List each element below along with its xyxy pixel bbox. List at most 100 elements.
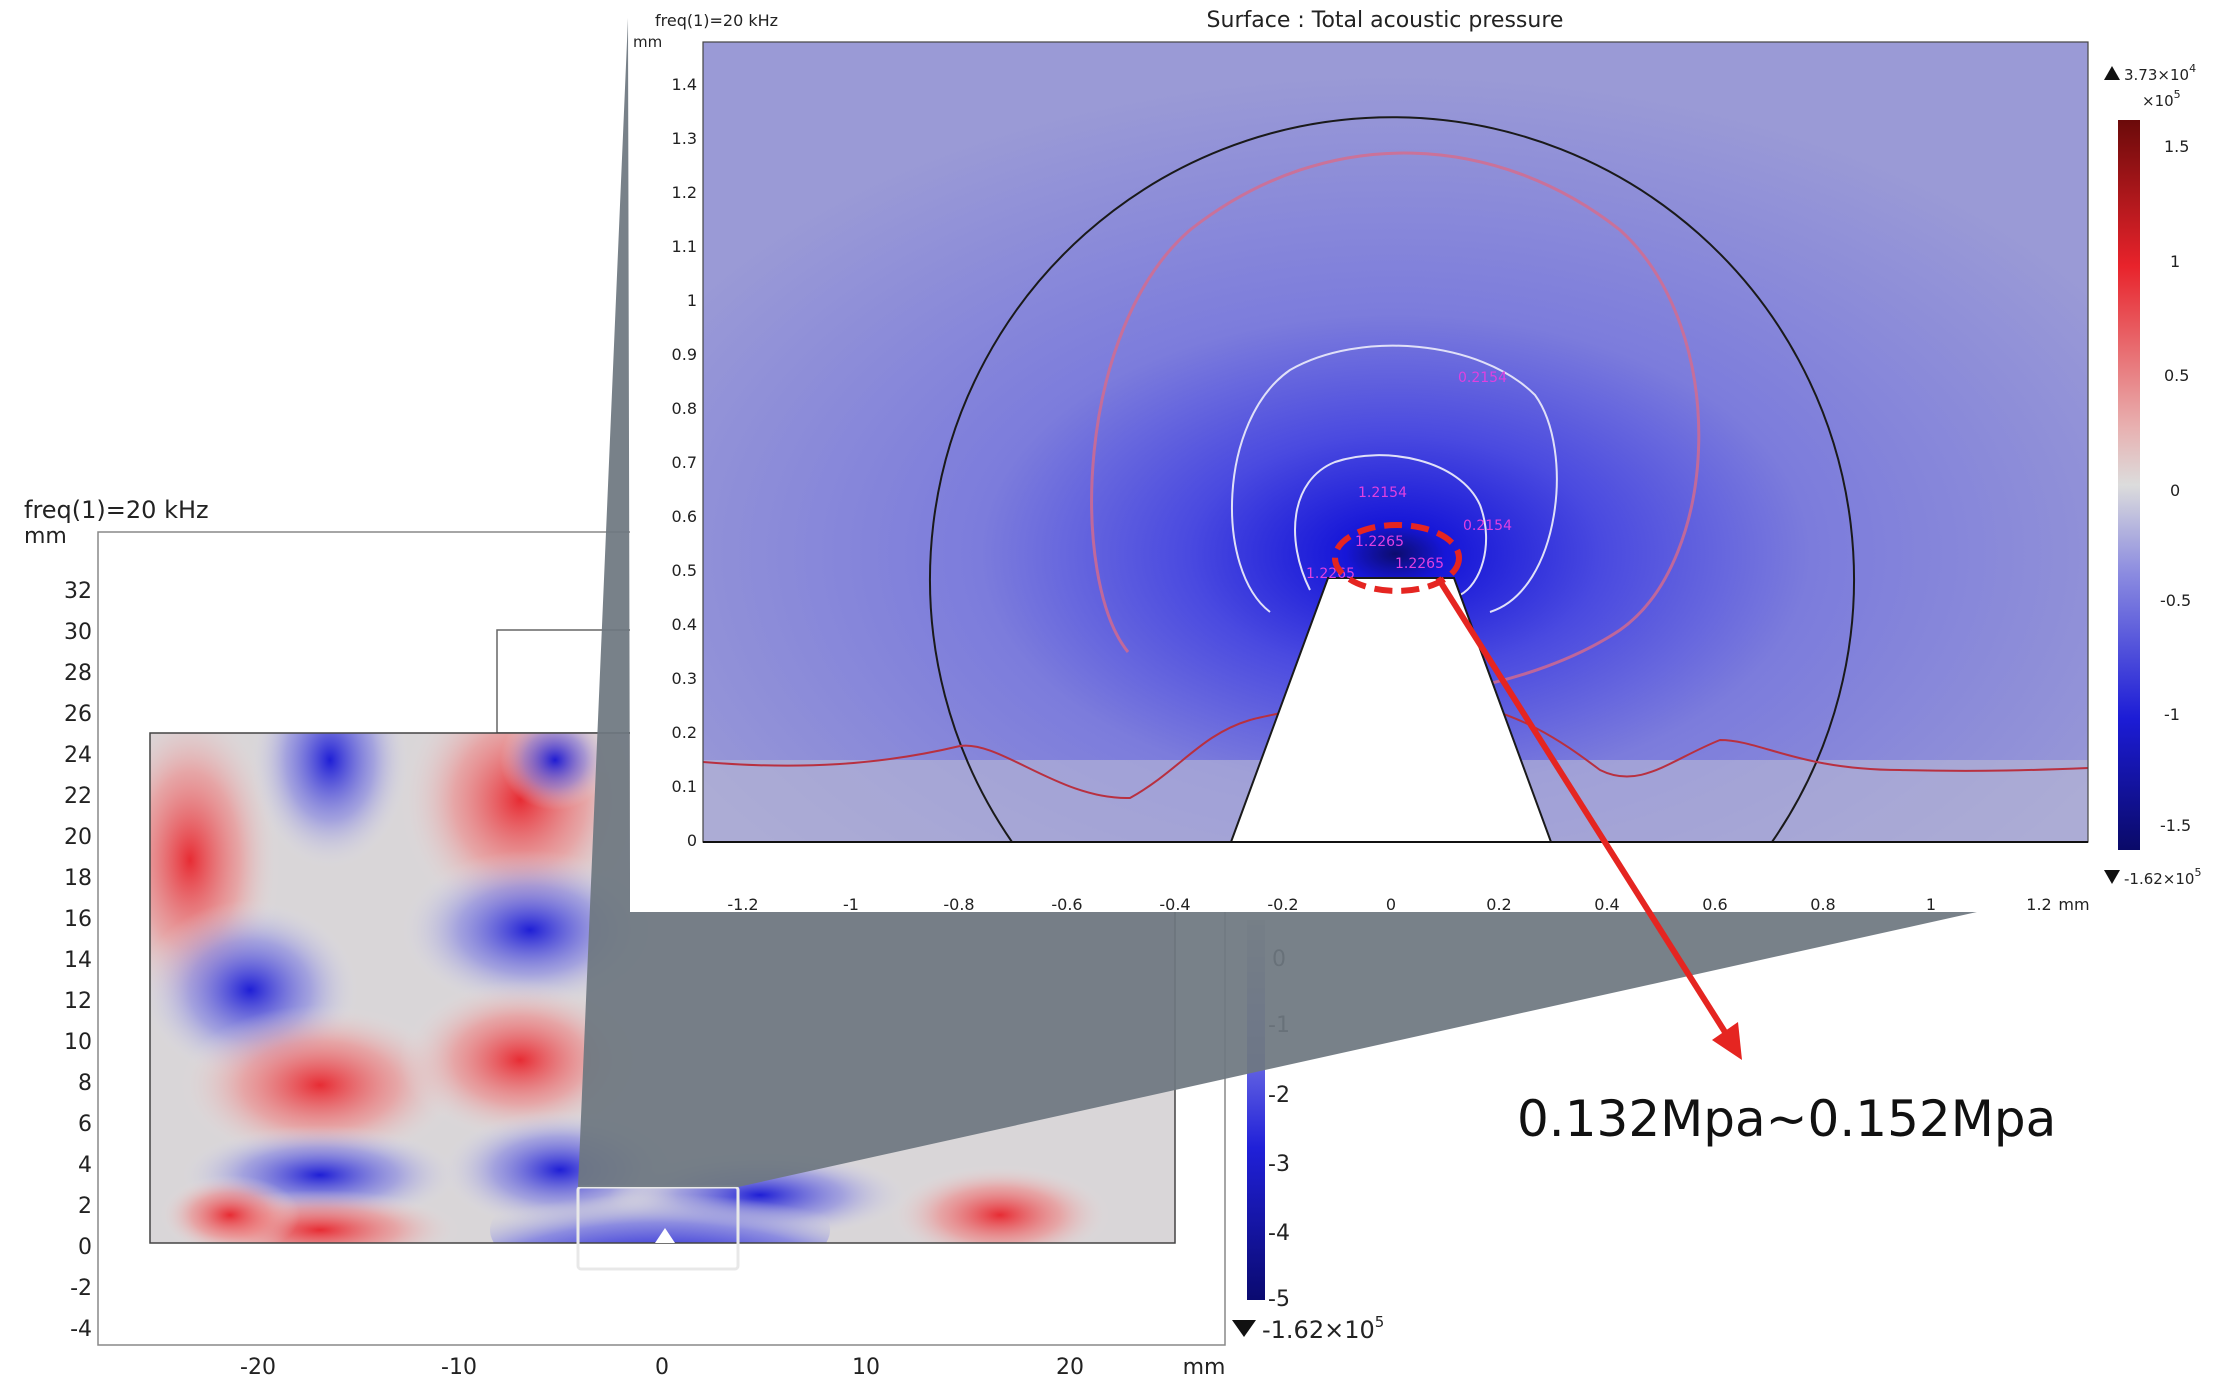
main-freq-label: freq(1)=20 kHz (24, 496, 209, 524)
inset-plot: Surface : Total acoustic pressure freq(1… (630, 0, 2220, 914)
inset-x-tick: -1.2 (727, 895, 758, 914)
inset-x-tick: 0.4 (1594, 895, 1619, 914)
inset-cb-tick: -0.5 (2160, 591, 2191, 610)
main-cb-min-arrow (1232, 1320, 1256, 1337)
inset-x-tick: 1.2 (2026, 895, 2051, 914)
main-y-tick: 10 (64, 1030, 92, 1055)
inset-y-tick: 0 (687, 831, 697, 850)
main-y-tick: 2 (78, 1194, 92, 1219)
inset-y-tick: 0.3 (672, 669, 697, 688)
main-unit-label: mm (24, 524, 67, 549)
inset-colorbar-ticks: 1.5 1 0.5 0 -0.5 -1 -1.5 (2160, 137, 2191, 835)
inset-y-tick: 0.1 (672, 777, 697, 796)
main-y-tick: 4 (78, 1153, 92, 1178)
main-y-tick: -2 (70, 1276, 92, 1301)
pressure-annotation: 0.132Mpa~0.152Mpa (1435, 576, 2056, 1148)
main-cb-tick: -3 (1268, 1152, 1290, 1177)
main-x-tick: -20 (240, 1355, 276, 1380)
inset-unit-label: mm (633, 33, 662, 51)
inset-cb-scale-label: ×105 (2142, 88, 2181, 110)
main-y-tick: -4 (70, 1317, 92, 1342)
main-y-tick: 26 (64, 702, 92, 727)
inset-x-unit: mm (2058, 895, 2089, 914)
inset-y-axis: 1.4 1.3 1.2 1.1 1 0.9 0.8 0.7 0.6 0.5 0.… (672, 75, 697, 850)
inset-x-tick: 0.6 (1702, 895, 1727, 914)
main-y-tick: 12 (64, 989, 92, 1014)
inset-x-tick: -0.6 (1051, 895, 1082, 914)
main-y-tick: 20 (64, 825, 92, 850)
inset-y-tick: 0.9 (672, 345, 697, 364)
main-y-tick: 24 (64, 743, 92, 768)
main-y-tick: 18 (64, 866, 92, 891)
inset-x-tick: -0.8 (943, 895, 974, 914)
inset-cb-min-label: -1.62×105 (2124, 866, 2201, 888)
inset-x-tick: -0.2 (1267, 895, 1298, 914)
inset-y-tick: 0.4 (672, 615, 697, 634)
annotation-text: 0.132Mpa~0.152Mpa (1517, 1090, 2056, 1148)
inset-x-tick: -0.4 (1159, 895, 1190, 914)
main-y-tick: 0 (78, 1235, 92, 1260)
peak-highlight-ellipse (1332, 522, 1462, 594)
main-y-tick: 22 (64, 784, 92, 809)
inset-y-tick: 1.4 (672, 75, 697, 94)
annotation-arrow-line (1435, 576, 1733, 1042)
contour-label: 1.2265 (1395, 556, 1444, 572)
contour-label: 1.2265 (1355, 534, 1404, 550)
inset-cb-tick: 0.5 (2164, 366, 2189, 385)
main-x-axis: -20 -10 0 10 20 mm (240, 1355, 1225, 1380)
main-y-tick: 14 (64, 948, 92, 973)
contour-red-bottom (702, 699, 2089, 800)
inset-cb-tick: 0 (2170, 481, 2180, 500)
main-y-tick: 32 (64, 579, 92, 604)
main-y-tick: 6 (78, 1112, 92, 1137)
inset-x-tick: 0.8 (1810, 895, 1835, 914)
contour-label: 1.2154 (1358, 485, 1407, 501)
inset-cb-tick: -1 (2164, 705, 2180, 724)
main-x-tick: 20 (1056, 1355, 1084, 1380)
inset-cb-tick: -1.5 (2160, 816, 2191, 835)
inset-cb-min-arrow (2104, 870, 2120, 884)
main-y-tick: 16 (64, 907, 92, 932)
inset-y-tick: 1.3 (672, 129, 697, 148)
inset-y-tick: 1.2 (672, 183, 697, 202)
main-y-axis: 32 30 28 26 24 22 20 18 16 14 12 10 8 6 … (64, 579, 92, 1342)
inset-y-tick: 0.7 (672, 453, 697, 472)
main-cb-tick: -4 (1268, 1221, 1290, 1246)
inset-cb-tick: 1 (2170, 252, 2180, 271)
contour-labels: 0.2154 1.2154 0.2154 1.2265 1.2265 1.226… (1306, 370, 1512, 582)
inset-x-tick: 1 (1926, 895, 1936, 914)
main-y-tick: 30 (64, 620, 92, 645)
inset-cb-max-arrow (2104, 66, 2120, 80)
inset-y-tick: 0.5 (672, 561, 697, 580)
contour-pink (1090, 151, 1701, 697)
annotation-arrowhead (1712, 1022, 1742, 1060)
main-y-tick: 8 (78, 1071, 92, 1096)
main-cb-min-label: -1.62×105 (1262, 1313, 1384, 1344)
inset-y-tick: 0.8 (672, 399, 697, 418)
main-x-tick: 0 (655, 1355, 669, 1380)
contour-white-outer (1231, 344, 1558, 613)
main-y-tick: 28 (64, 661, 92, 686)
contour-white-inner (1294, 454, 1488, 596)
inset-y-tick: 1.1 (672, 237, 697, 256)
inset-cb-tick: 1.5 (2164, 137, 2189, 156)
inset-colorbar (2118, 120, 2140, 850)
main-x-tick: -10 (441, 1355, 477, 1380)
boundary-circle (929, 116, 1855, 843)
inset-x-tick: 0 (1386, 895, 1396, 914)
main-cb-tick: -2 (1268, 1083, 1290, 1108)
main-x-unit: mm (1183, 1355, 1226, 1380)
inset-x-tick: 0.2 (1486, 895, 1511, 914)
contour-label: 0.2154 (1458, 370, 1507, 386)
main-x-tick: 10 (852, 1355, 880, 1380)
inset-x-tick: -1 (843, 895, 859, 914)
contour-label: 1.2265 (1306, 566, 1355, 582)
inset-y-tick: 1 (687, 291, 697, 310)
contour-label: 0.2154 (1463, 518, 1512, 534)
inset-cb-max-label: 3.73×104 (2124, 62, 2196, 84)
inset-title: Surface : Total acoustic pressure (1207, 8, 1564, 33)
inset-y-tick: 0.2 (672, 723, 697, 742)
inset-x-axis: -1.2 -1 -0.8 -0.6 -0.4 -0.2 0 0.2 0.4 0.… (727, 895, 2089, 914)
main-cb-tick: -5 (1268, 1287, 1290, 1312)
